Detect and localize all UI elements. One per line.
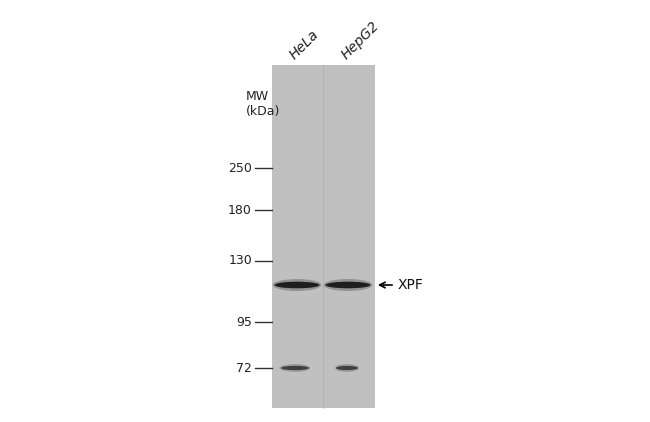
Text: 250: 250 [228, 162, 252, 175]
Ellipse shape [274, 282, 320, 288]
Text: 180: 180 [228, 203, 252, 216]
Ellipse shape [326, 282, 370, 288]
Text: 72: 72 [236, 362, 252, 374]
Bar [272, 65, 375, 408]
Ellipse shape [273, 279, 321, 291]
Ellipse shape [280, 364, 311, 372]
Ellipse shape [335, 364, 359, 372]
Text: XPF: XPF [398, 278, 424, 292]
Text: MW
(kDa): MW (kDa) [246, 90, 280, 118]
Text: 95: 95 [236, 316, 252, 328]
Text: HeLa: HeLa [287, 27, 322, 62]
Ellipse shape [336, 366, 358, 370]
Text: HepG2: HepG2 [339, 19, 382, 62]
Ellipse shape [281, 366, 309, 370]
Text: 130: 130 [228, 254, 252, 268]
Ellipse shape [324, 279, 372, 291]
